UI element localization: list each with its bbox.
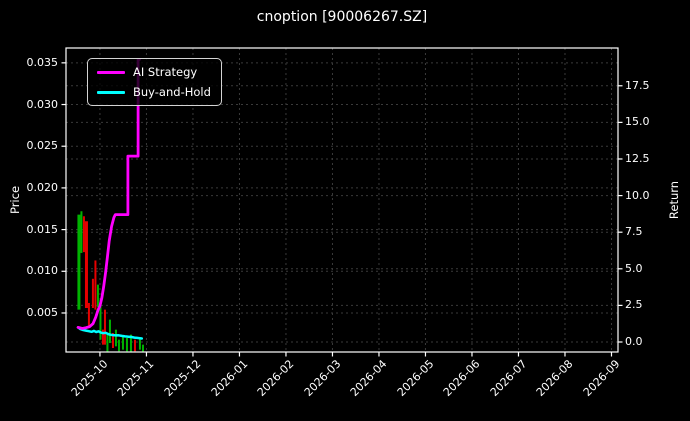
y-tick-label-right: 17.5: [625, 78, 650, 92]
y-tick-label-left: 0.025: [26, 139, 59, 153]
return-axis-label: Return: [667, 180, 681, 220]
y-tick-label-right: 12.5: [625, 151, 650, 165]
legend: AI Strategy Buy-and-Hold: [87, 58, 222, 106]
legend-item-ai-strategy: AI Strategy: [97, 65, 211, 79]
y-tick-label-left: 0.030: [26, 97, 59, 111]
y-tick-label-left: 0.010: [26, 264, 59, 278]
y-tick-label-left: 0.020: [26, 180, 59, 194]
y-tick-label-right: 10.0: [625, 188, 650, 202]
legend-swatch-ai-strategy: [97, 70, 125, 74]
legend-swatch-buy-and-hold: [97, 90, 125, 94]
chart-title: cnoption [90006267.SZ]: [256, 9, 428, 25]
y-tick-label-right: 5.0: [625, 261, 643, 275]
y-tick-label-right: 0.0: [625, 334, 643, 348]
y-tick-label-left: 0.035: [26, 55, 59, 69]
y-tick-label-left: 0.005: [26, 305, 59, 319]
y-tick-label-right: 7.5: [625, 225, 643, 239]
y-tick-label-right: 15.0: [625, 115, 650, 129]
legend-label-ai-strategy: AI Strategy: [133, 65, 198, 79]
y-tick-label-right: 2.5: [625, 298, 643, 312]
legend-label-buy-and-hold: Buy-and-Hold: [133, 85, 211, 99]
y-tick-label-left: 0.015: [26, 222, 59, 236]
legend-item-buy-and-hold: Buy-and-Hold: [97, 85, 211, 99]
